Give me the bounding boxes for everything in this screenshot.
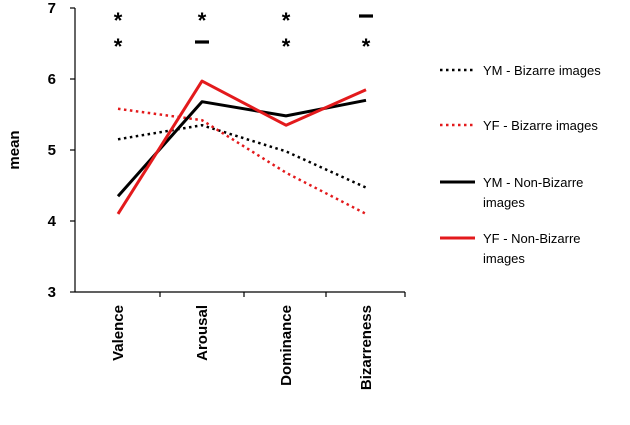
significance-star: * xyxy=(362,34,371,59)
legend-label: YM - Bizarre images xyxy=(483,63,601,78)
y-axis-label: mean xyxy=(6,130,23,169)
y-tick-label: 5 xyxy=(48,142,56,159)
significance-star: * xyxy=(114,8,123,33)
y-tick-label: 6 xyxy=(48,71,56,88)
legend-label: YM - Non-Bizarre images xyxy=(483,175,583,210)
series-lines xyxy=(116,79,367,216)
legend-item: YF - Bizarre images xyxy=(440,118,598,133)
significance-star: * xyxy=(114,34,123,59)
x-category-label: Bizarreness xyxy=(358,305,375,390)
series-line xyxy=(116,79,367,215)
y-tick-labels: 3 4 5 6 7 xyxy=(48,0,57,301)
significance-star: * xyxy=(282,8,291,33)
legend-item: YF - Non-Bizarre images xyxy=(440,231,581,266)
x-category-labels: Valence Arousal Dominance Bizarreness xyxy=(110,305,375,390)
legend-item: YM - Non-Bizarre images xyxy=(440,175,583,210)
significance-star: * xyxy=(282,34,291,59)
significance-star: * xyxy=(198,8,207,33)
y-tick-label: 7 xyxy=(48,0,56,17)
series-line xyxy=(117,107,367,216)
x-category-label: Valence xyxy=(110,305,127,361)
chart-axes xyxy=(70,7,406,297)
x-category-label: Dominance xyxy=(278,305,295,386)
legend-label: YF - Non-Bizarre images xyxy=(483,231,581,266)
legend-label: YF - Bizarre images xyxy=(483,118,598,133)
legend: YM - Bizarre images YF - Bizarre images YM… xyxy=(440,63,601,266)
significance-marks: *** ** * xyxy=(114,8,373,59)
legend-item: YM - Bizarre images xyxy=(440,63,601,78)
y-tick-label: 3 xyxy=(48,284,56,301)
y-tick-label: 4 xyxy=(48,213,57,230)
x-category-label: Arousal xyxy=(194,305,211,361)
series-line xyxy=(117,123,367,189)
